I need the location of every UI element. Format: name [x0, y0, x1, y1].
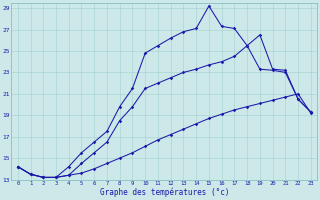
X-axis label: Graphe des températures (°c): Graphe des températures (°c) [100, 188, 229, 197]
